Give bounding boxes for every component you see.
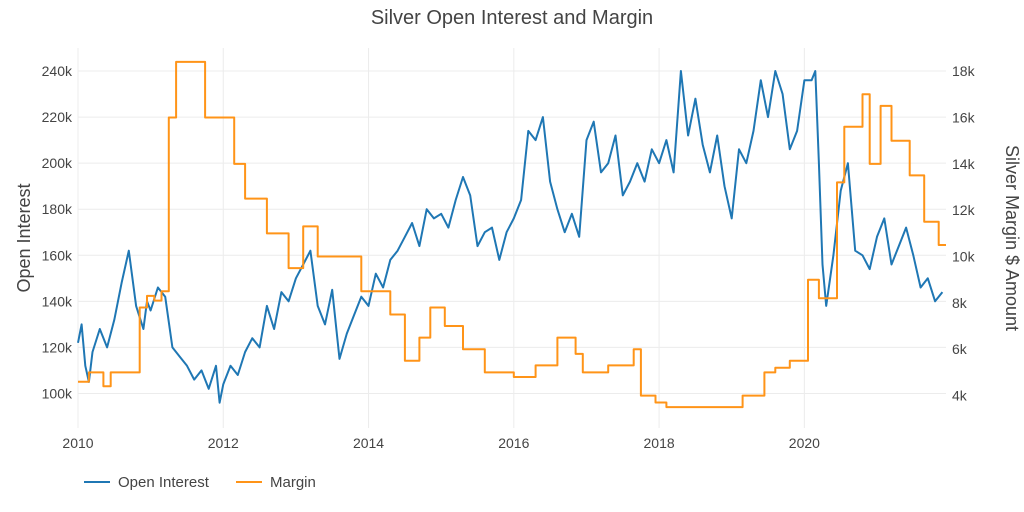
- axes: 2010 2012 2014 2016 2018 2020 100k 120k 140k 160k…: [42, 63, 976, 451]
- y-tick-label-left: 180k: [42, 201, 73, 217]
- y-tick-label-right: 8k: [952, 295, 968, 311]
- series-lines: [77, 60, 946, 409]
- legend-label-margin: Margin: [270, 474, 316, 491]
- legend-label-open-interest: Open Interest: [118, 474, 210, 491]
- y-tick-label-right: 4k: [952, 388, 968, 404]
- y-axis-title-left: Open Interest: [14, 183, 34, 292]
- chart-title: Silver Open Interest and Margin: [371, 7, 653, 29]
- series-line-margin: [78, 60, 946, 409]
- y-tick-label-left: 120k: [42, 339, 73, 355]
- y-tick-label-right: 6k: [952, 341, 968, 357]
- legend-item-open-interest[interactable]: Open Interest: [84, 474, 210, 491]
- x-tick-label: 2018: [644, 435, 675, 451]
- series-line-open-interest: [77, 70, 944, 404]
- legend-item-margin[interactable]: Margin: [236, 474, 316, 491]
- y-tick-label-left: 140k: [42, 293, 73, 309]
- y-tick-label-right: 18k: [952, 63, 976, 79]
- y-tick-label-left: 100k: [42, 385, 73, 401]
- y-tick-label-left: 160k: [42, 247, 73, 263]
- y-tick-label-right: 16k: [952, 110, 976, 126]
- x-tick-label: 2014: [353, 435, 384, 451]
- y-tick-label-right: 14k: [952, 156, 976, 172]
- x-tick-label: 2012: [208, 435, 239, 451]
- y-axis-title-right: Silver Margin $ Amount: [1002, 145, 1022, 331]
- x-tick-label: 2016: [498, 435, 529, 451]
- grid-lines: [77, 48, 946, 428]
- x-tick-label: 2020: [789, 435, 820, 451]
- x-tick-label: 2010: [62, 435, 93, 451]
- y-tick-label-left: 200k: [42, 155, 73, 171]
- y-tick-label-right: 12k: [952, 202, 976, 218]
- y-tick-label-right: 10k: [952, 249, 976, 265]
- legend: Open Interest Margin: [84, 474, 316, 491]
- y-tick-label-left: 220k: [42, 109, 73, 125]
- y-tick-label-left: 240k: [42, 63, 73, 79]
